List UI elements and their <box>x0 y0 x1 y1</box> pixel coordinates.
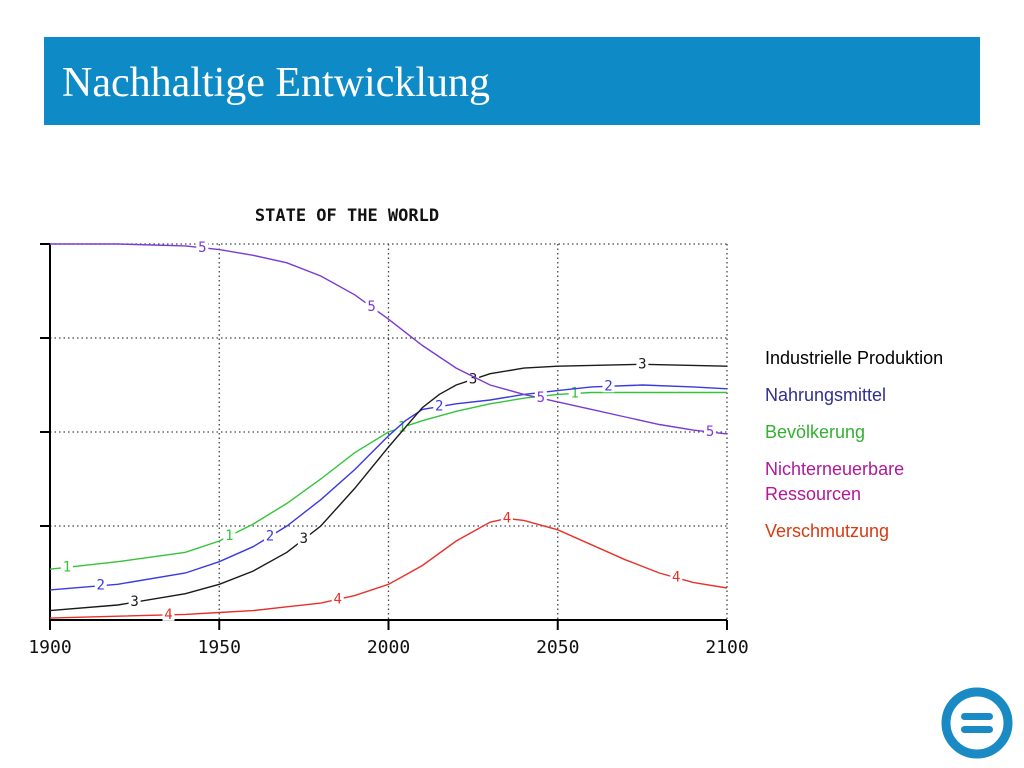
series-marker-bg-3 <box>636 355 649 371</box>
series-marker-bg-3 <box>128 593 141 609</box>
x-tick-label: 2050 <box>536 637 579 658</box>
series-marker-bg-4 <box>331 590 344 606</box>
series-marker-2: 2 <box>97 578 105 594</box>
chart-title: STATE OF THE WORLD <box>255 206 439 226</box>
series-marker-bg-4 <box>162 605 175 621</box>
series-marker-bg-1 <box>60 558 73 574</box>
x-tick-labels: 1900 1950 2000 2050 2100 <box>28 637 748 658</box>
legend-item-industrial-production: Industrielle Produktion <box>765 348 944 368</box>
series-line-2 <box>49 384 728 591</box>
series-marker-bg-5 <box>196 238 209 254</box>
series-marker-4: 4 <box>334 591 342 607</box>
series-marker-bg-5 <box>534 389 547 405</box>
series-marker-bg-5 <box>365 297 378 313</box>
series-marker-3: 3 <box>469 371 477 387</box>
series-marker-1: 1 <box>63 559 71 575</box>
series-marker-4: 4 <box>164 607 172 623</box>
x-tick-label: 2100 <box>705 637 748 658</box>
series-marker-bg-2 <box>94 576 107 592</box>
series-marker-2: 2 <box>604 378 612 394</box>
series-marker-4: 4 <box>503 510 511 526</box>
series-marker-bg-5 <box>704 423 717 438</box>
series-marker-bg-3 <box>467 370 480 386</box>
series-marker-bg-4 <box>500 509 513 525</box>
series-marker-2: 2 <box>435 399 443 415</box>
legend: Industrielle Produktion Nahrungsmittel B… <box>765 346 1015 556</box>
title-bar: Nachhaltige Entwicklung <box>44 37 980 125</box>
x-tick-label: 1950 <box>198 637 241 658</box>
x-tick-label: 1900 <box>28 637 71 658</box>
series-marker-bg-2 <box>602 377 615 393</box>
series-marker-1: 1 <box>398 419 406 435</box>
series-marker-1: 1 <box>225 528 233 544</box>
series-line-1 <box>49 391 727 570</box>
series-line-3 <box>49 363 728 612</box>
series-marker-bg-1 <box>396 418 409 434</box>
legend-item-population: Bevölkerung <box>765 422 866 442</box>
series-marker-bg-4 <box>670 568 683 584</box>
chart-axes <box>40 243 728 630</box>
series-marker-5: 5 <box>198 240 206 256</box>
series-line-5 <box>50 243 728 435</box>
series-marker-2: 2 <box>266 528 274 544</box>
series-marker-3: 3 <box>638 356 646 372</box>
series-marker-bg-3 <box>297 530 310 546</box>
series-marker-4: 4 <box>672 570 680 586</box>
x-tick-label: 2000 <box>367 637 410 658</box>
series-marker-bg-2 <box>433 397 446 413</box>
series-marker-1: 1 <box>570 385 578 401</box>
series-marker-bg-1 <box>223 526 236 542</box>
slide-title: Nachhaltige Entwicklung <box>62 60 491 106</box>
series-line-4 <box>49 517 728 619</box>
series-marker-5: 5 <box>706 424 714 440</box>
legend-item-pollution: Verschmutzung <box>765 521 890 541</box>
series-marker-5: 5 <box>367 299 375 315</box>
series-marker-bg-2 <box>264 527 277 543</box>
chart-series: 1 1 1 1 2 2 2 2 3 3 3 3 4 4 4 4 5 5 5 5 <box>49 238 728 623</box>
series-marker-3: 3 <box>130 594 138 610</box>
brand-logo-icon <box>941 687 1013 759</box>
series-marker-5: 5 <box>537 390 545 406</box>
legend-item-food: Nahrungsmittel <box>765 385 887 405</box>
series-marker-3: 3 <box>300 531 308 547</box>
legend-item-nonrenewable-resources: Nichterneuerbare Ressourcen <box>765 459 905 504</box>
